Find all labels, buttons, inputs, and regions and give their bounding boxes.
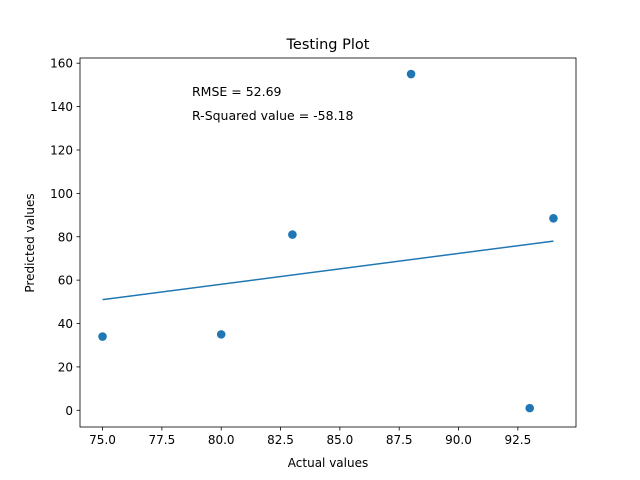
chart-title: Testing Plot [286,37,370,53]
x-tick-label: 90.0 [445,433,472,447]
y-tick-label: 100 [50,187,73,201]
rmse-annotation: RMSE = 52.69 [192,84,282,99]
plot-frame [79,57,577,428]
y-tick-label: 140 [50,100,73,114]
x-tick-label: 75.0 [89,433,116,447]
data-point [525,403,535,413]
y-tick-label: 20 [58,360,73,374]
x-tick-label: 92.5 [504,433,531,447]
fit-line [102,240,554,301]
x-tick-label: 77.5 [149,433,176,447]
x-axis-label: Actual values [288,456,368,470]
y-axis-label: Predicted values [23,193,37,292]
data-point [288,230,297,239]
data-point [98,332,107,341]
y-tick-label: 40 [58,317,73,331]
x-tick-label: 82.5 [267,433,294,447]
x-tick-label: 87.5 [386,433,413,447]
x-tick-label: 80.0 [208,433,235,447]
y-tick-label: 160 [50,57,73,71]
y-tick-label: 120 [50,143,73,157]
data-point [549,214,558,223]
y-tick-label: 60 [58,274,73,288]
y-tick-label: 80 [58,230,73,244]
r-squared-annotation: R-Squared value = -58.18 [192,108,354,123]
x-tick-label: 85.0 [327,433,354,447]
data-point [406,69,416,79]
plot-area: 75.0 77.5 80.0 82.5 85.0 87.5 90.0 92.5 0 20 40 60 8… [50,57,577,447]
y-tick-label: 0 [65,404,73,418]
data-point [216,330,226,339]
